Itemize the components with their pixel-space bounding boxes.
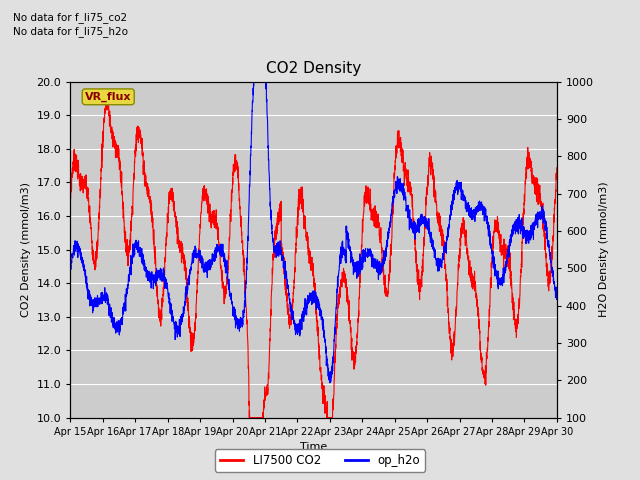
LI7500 CO2 <box>122 246 130 252</box>
LI7500 CO2 <box>102 94 110 99</box>
Title: CO2 Density: CO2 Density <box>266 61 361 76</box>
op_h2o <box>492 262 499 267</box>
op_h2o <box>275 239 282 245</box>
LI7500 CO2 <box>67 188 74 193</box>
op_h2o <box>122 297 130 303</box>
X-axis label: Time: Time <box>300 442 327 452</box>
op_h2o <box>544 242 552 248</box>
LI7500 CO2 <box>553 165 561 171</box>
LI7500 CO2 <box>246 415 253 420</box>
Line: LI7500 CO2: LI7500 CO2 <box>70 96 557 418</box>
LI7500 CO2 <box>544 269 552 275</box>
Y-axis label: CO2 Density (mmol/m3): CO2 Density (mmol/m3) <box>21 182 31 317</box>
Text: VR_flux: VR_flux <box>85 92 131 102</box>
op_h2o <box>553 285 561 290</box>
Text: No data for f_li75_h2o: No data for f_li75_h2o <box>13 26 128 37</box>
LI7500 CO2 <box>492 228 499 234</box>
LI7500 CO2 <box>275 213 282 218</box>
LI7500 CO2 <box>151 243 159 249</box>
op_h2o <box>253 79 261 84</box>
Legend: LI7500 CO2, op_h2o: LI7500 CO2, op_h2o <box>215 449 425 472</box>
LI7500 CO2 <box>253 415 261 420</box>
Line: op_h2o: op_h2o <box>70 82 557 383</box>
op_h2o <box>151 280 159 286</box>
op_h2o <box>250 79 258 84</box>
Text: No data for f_li75_co2: No data for f_li75_co2 <box>13 12 127 23</box>
op_h2o <box>326 380 333 386</box>
Y-axis label: H2O Density (mmol/m3): H2O Density (mmol/m3) <box>600 182 609 317</box>
op_h2o <box>67 258 74 264</box>
